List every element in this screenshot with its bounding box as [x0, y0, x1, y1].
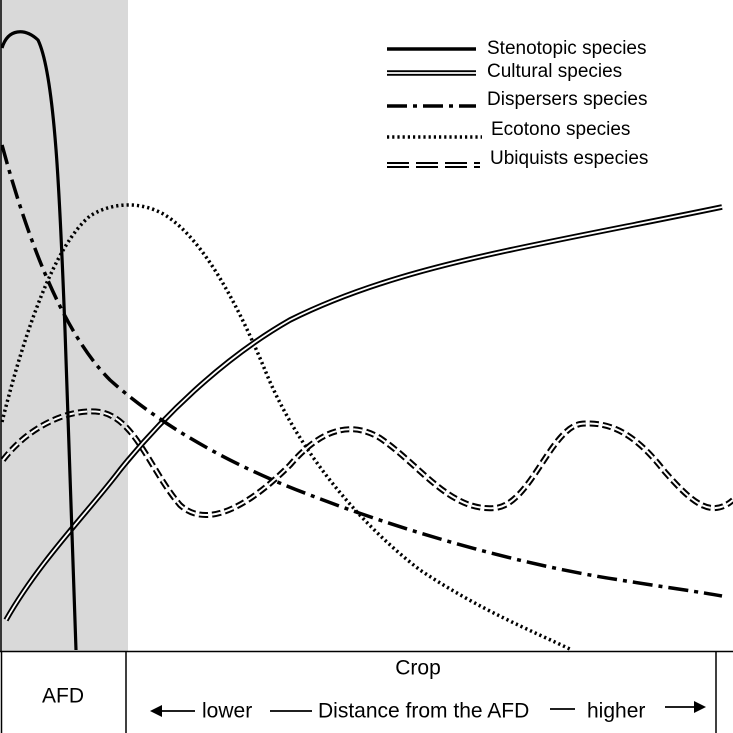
cultural-species-curve: [3, 204, 723, 622]
legend-ubiquists-label: Ubiquists especies: [490, 148, 648, 169]
crop-label: Crop: [395, 657, 441, 680]
higher-label: higher: [587, 700, 645, 723]
legend-stenotopic-label: Stenotopic species: [487, 38, 647, 59]
right-arrow-icon: [665, 701, 706, 713]
legend-dispersers-label: Dispersers species: [487, 89, 648, 110]
ubiquists-species-curve: [0, 408, 733, 518]
ecotono-species-curve: [0, 203, 573, 652]
left-arrow-icon: [150, 705, 195, 717]
distance-axis: AFD Crop lower Distance from the AFD hig…: [0, 650, 733, 733]
legend: Stenotopic species Cultural species Disp…: [387, 38, 648, 169]
afd-zone-label: AFD: [42, 685, 84, 708]
dispersers-species-curve: [0, 144, 723, 598]
lower-label: lower: [202, 700, 252, 723]
stenotopic-species-curve: [0, 30, 78, 651]
legend-cultural-label: Cultural species: [487, 61, 622, 82]
legend-ecotono-label: Ecotono species: [491, 119, 630, 140]
distance-label: Distance from the AFD: [318, 700, 529, 723]
